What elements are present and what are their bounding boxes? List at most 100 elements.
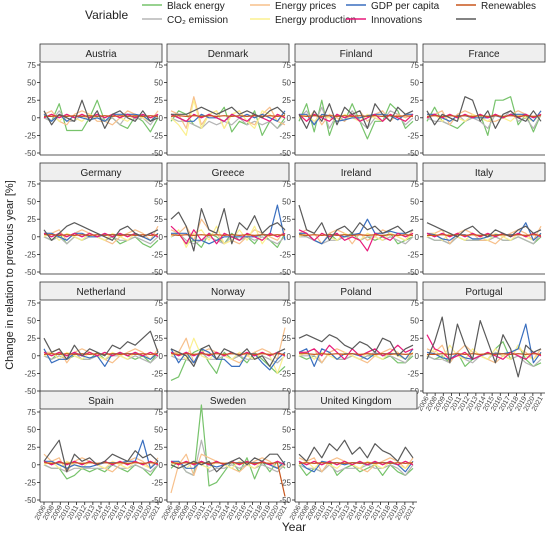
legend-entry: CO₂ emission: [142, 15, 228, 26]
y-tick-label: -50: [407, 268, 419, 277]
legend-label: Black energy: [167, 1, 225, 12]
series-line: [170, 344, 286, 367]
series-line: [426, 316, 542, 378]
legend-label: CO₂ emission: [167, 15, 228, 26]
panel: Portugal7550250-25-502006200820092010201…: [407, 281, 546, 412]
y-tick-label: 75: [410, 299, 419, 308]
y-tick-label: 50: [27, 426, 36, 435]
y-tick-label: 0: [287, 461, 292, 470]
series-line: [170, 453, 286, 473]
series-line: [298, 439, 414, 462]
legend: Variable Black energy CO₂ emission Energy …: [85, 1, 536, 26]
legend-entry: Energy prices: [250, 1, 336, 12]
y-tick-label: 75: [154, 61, 163, 70]
y-tick-label: -25: [151, 369, 163, 378]
y-tick-label: 75: [282, 299, 291, 308]
facet-title: Poland: [340, 287, 371, 298]
y-tick-label: -50: [407, 149, 419, 158]
y-tick-label: 0: [159, 461, 164, 470]
y-tick-label: 50: [282, 198, 291, 207]
y-tick-label: 25: [27, 443, 36, 452]
series-line: [298, 462, 414, 464]
y-tick-label: 0: [159, 233, 164, 242]
legend-label: Innovations: [371, 15, 422, 26]
y-tick-label: 25: [27, 96, 36, 105]
legend-entry: Renewables: [456, 1, 536, 12]
y-tick-label: 75: [410, 180, 419, 189]
y-tick-label: 25: [154, 215, 163, 224]
y-tick-label: 0: [287, 233, 292, 242]
y-tick-label: 25: [410, 215, 419, 224]
y-tick-label: 0: [32, 461, 37, 470]
y-tick-label: 50: [282, 317, 291, 326]
y-tick-label: 25: [282, 334, 291, 343]
panel: Denmark 75 50 25 0 -25 -50: [151, 43, 290, 158]
series-line: [299, 353, 414, 355]
y-tick-label: -25: [151, 250, 163, 259]
facet-title: Austria: [85, 49, 117, 60]
legend-entry: Innovations: [346, 15, 422, 26]
series-line: [170, 234, 286, 236]
series-line: [170, 348, 286, 381]
series-line: [170, 348, 286, 371]
series-line: [298, 204, 414, 241]
series-line: [43, 439, 159, 473]
facet-strip: [294, 162, 418, 182]
series-line: [170, 453, 286, 494]
y-tick-label: 50: [27, 198, 36, 207]
y-tick-label: -50: [24, 268, 36, 277]
facet-title: Portugal: [465, 287, 502, 298]
legend-label: GDP per capita: [371, 1, 440, 12]
panel: Netherland 75 50 25 0 -25 -50: [24, 281, 163, 396]
facet-title: Germany: [80, 168, 121, 179]
series-line: [43, 348, 159, 367]
y-tick-label: 75: [27, 408, 36, 417]
y-tick-label: -50: [24, 387, 36, 396]
y-tick-label: 50: [410, 198, 419, 207]
y-tick-label: -25: [151, 478, 163, 487]
facet-strip: [422, 43, 546, 63]
panel: Austria 75 50 25 0 -25 -50: [24, 43, 163, 158]
series-line: [170, 208, 286, 252]
series-line: [298, 115, 414, 118]
y-tick-label: 50: [154, 79, 163, 88]
y-tick-label: 0: [287, 352, 292, 361]
y-tick-label: 75: [27, 61, 36, 70]
y-tick-label: 50: [282, 79, 291, 88]
series-line: [43, 99, 159, 129]
panels: Austria 75 50 25 0 -25 -50 Denmark 75 50 25 0 -25 -50…: [24, 43, 546, 521]
panel: France 75 50 25 0 -25 -50: [407, 43, 546, 158]
series-line: [170, 115, 286, 118]
facet-strip: [422, 162, 546, 182]
y-tick-label: -50: [24, 149, 36, 158]
series-line: [170, 113, 286, 122]
panel: Finland 75 50 25 0 -25 -50: [279, 43, 418, 158]
series-line: [171, 460, 286, 469]
facet-strip: [39, 162, 163, 182]
panel: Sweden7550250-25-50200620082009201020112…: [151, 390, 290, 521]
y-tick-label: 25: [154, 96, 163, 105]
y-tick-label: 25: [282, 215, 291, 224]
facet-title: Norway: [211, 287, 245, 298]
y-tick-label: 25: [27, 215, 36, 224]
facet-title: Spain: [88, 396, 114, 407]
facet-strip: [39, 281, 163, 301]
facet-title: Greece: [212, 168, 245, 179]
y-tick-label: -50: [151, 268, 163, 277]
y-tick-label: -50: [279, 496, 291, 505]
y-tick-label: 75: [282, 180, 291, 189]
facet-title: United Kingdom: [320, 396, 391, 407]
y-tick-label: -25: [151, 131, 163, 140]
facet-strip: [39, 390, 163, 410]
y-tick-label: -25: [279, 369, 291, 378]
y-tick-label: 0: [32, 114, 37, 123]
panel: Greece 75 50 25 0 -25 -50: [151, 162, 290, 277]
y-tick-label: -25: [279, 131, 291, 140]
series-line: [298, 103, 414, 129]
y-tick-label: 50: [410, 79, 419, 88]
y-tick-label: -50: [279, 149, 291, 158]
y-tick-label: -50: [24, 496, 36, 505]
panel: Ireland 75 50 25 0 -25 -50: [279, 162, 418, 277]
